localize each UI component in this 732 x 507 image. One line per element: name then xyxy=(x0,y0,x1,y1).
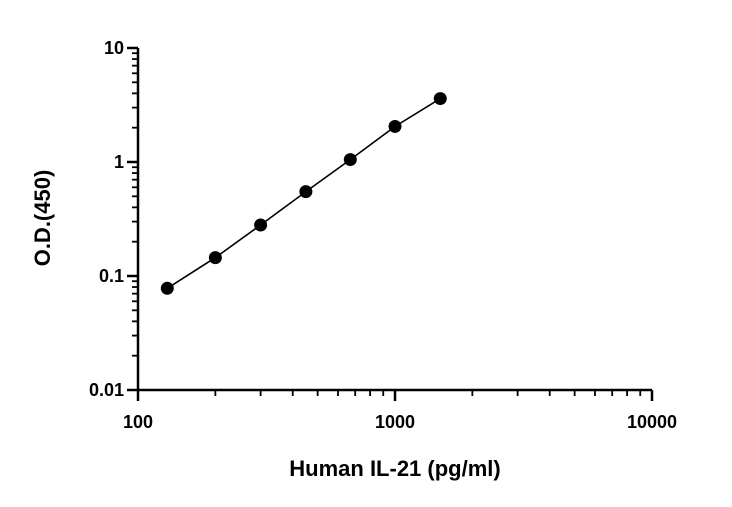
x-axis-label: Human IL-21 (pg/ml) xyxy=(289,456,500,481)
data-point xyxy=(433,92,447,106)
y-axis: 10 1 0.1 0.01 xyxy=(89,38,140,400)
series xyxy=(160,92,447,295)
x-axis: 100 1000 10000 xyxy=(123,388,677,432)
y-tick-label: 1 xyxy=(114,152,124,172)
y-tick-label: 0.1 xyxy=(99,266,124,286)
data-point xyxy=(343,153,357,167)
data-point xyxy=(388,119,402,133)
y-tick-label: 0.01 xyxy=(89,380,124,400)
x-tick-label: 100 xyxy=(123,412,153,432)
y-axis-label: O.D.(450) xyxy=(30,170,55,267)
x-tick-label: 10000 xyxy=(627,412,677,432)
data-point xyxy=(299,185,313,199)
data-point xyxy=(254,218,268,232)
data-point xyxy=(160,281,174,295)
y-tick-label: 10 xyxy=(104,38,124,58)
x-tick-label: 1000 xyxy=(375,412,415,432)
data-point xyxy=(208,251,222,265)
